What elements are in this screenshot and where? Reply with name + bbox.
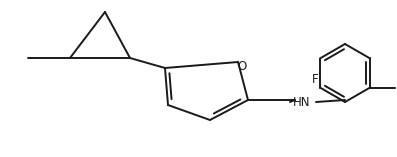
Text: HN: HN: [293, 95, 311, 108]
Text: O: O: [237, 60, 247, 73]
Text: F: F: [312, 73, 318, 86]
